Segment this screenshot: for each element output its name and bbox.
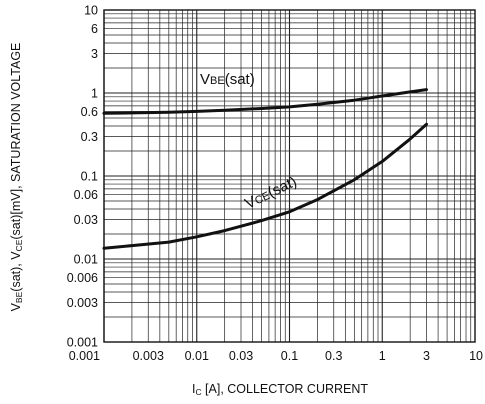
vbe-sat-curve (102, 88, 428, 115)
y-tick-label: 0.006 (67, 271, 98, 285)
x-tick-label: 0.03 (229, 349, 253, 363)
x-axis-title: IC [A], COLLECTOR CURRENT (192, 382, 368, 397)
x-tick-label: 0.003 (133, 349, 164, 363)
grid (103, 10, 475, 343)
y-tick-label: 0.003 (67, 296, 98, 310)
y-tick-label: 10 (84, 4, 98, 18)
x-tick-label: 0.01 (185, 349, 209, 363)
y-tick-label: 0.03 (74, 213, 98, 227)
series-layer (102, 88, 428, 250)
vbe-sat-label: VBE(sat) (200, 71, 255, 88)
y-tick-label: 0.06 (74, 188, 98, 202)
y-axis-title: VBE(sat), VCE(sat)[mV], SATURATION VOLTA… (9, 43, 24, 312)
x-tick-labels: 0.001 0.003 0.01 0.03 0.1 0.3 1 3 10 (69, 349, 483, 363)
x-tick-label: 3 (423, 349, 430, 363)
y-tick-labels: 10 6 3 1 0.6 0.3 0.1 0.06 0.03 0.01 0.006 0.003 0.00… (67, 4, 98, 350)
vce-sat-curve (102, 122, 428, 250)
y-tick-label: 3 (91, 47, 98, 61)
y-tick-label: 6 (91, 22, 98, 36)
y-tick-label: 0.3 (81, 130, 98, 144)
x-tick-label: 0.001 (69, 349, 100, 363)
x-tick-label: 0.3 (325, 349, 342, 363)
x-tick-label: 1 (379, 349, 386, 363)
plot-frame (103, 9, 476, 343)
x-tick-label: 0.1 (281, 349, 298, 363)
vce-sat-label: VCE(sat) (242, 173, 299, 213)
x-tick-label: 10 (469, 349, 483, 363)
y-tick-label: 0.1 (81, 170, 98, 184)
y-tick-label: 1 (91, 87, 98, 101)
y-tick-label: 0.01 (74, 253, 98, 267)
y-tick-label: 0.6 (81, 105, 98, 119)
y-tick-label: 0.001 (67, 336, 98, 350)
